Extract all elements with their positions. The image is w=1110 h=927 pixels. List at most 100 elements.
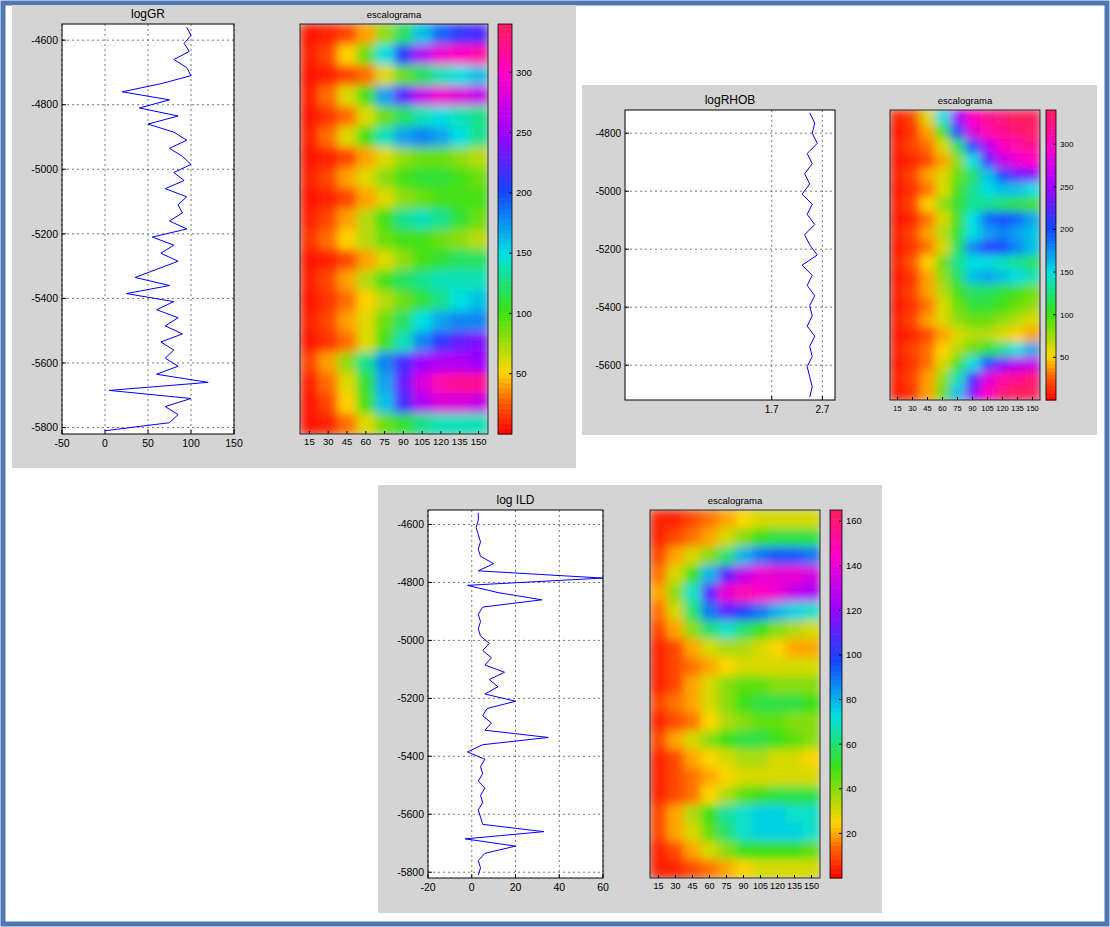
scalogram-cell bbox=[413, 168, 432, 189]
colorbar-swatch bbox=[498, 311, 512, 317]
colorbar-swatch bbox=[1046, 125, 1056, 129]
scalogram-cell bbox=[469, 229, 488, 250]
scalogram-cell bbox=[718, 860, 736, 878]
scalogram-cell bbox=[1025, 139, 1040, 154]
scalogram-cell bbox=[786, 749, 804, 768]
colorbar-swatch bbox=[498, 198, 512, 204]
scalogram-cell bbox=[980, 110, 996, 125]
colorbar-swatch bbox=[498, 244, 512, 250]
scalogram-cell bbox=[935, 168, 951, 183]
scalogram-cell bbox=[413, 106, 432, 127]
scalogram-cell bbox=[356, 24, 375, 45]
scalogram-cell bbox=[890, 139, 906, 154]
scalogram-cell bbox=[769, 510, 787, 529]
scalogram-cell bbox=[950, 357, 966, 372]
scalogram-cell bbox=[701, 786, 719, 805]
scalogram-cell bbox=[905, 299, 921, 314]
scalogram-cell bbox=[1025, 168, 1040, 183]
scalogram-cell bbox=[735, 584, 753, 603]
colorbar-swatch bbox=[498, 70, 512, 76]
colorbar-swatch bbox=[498, 209, 512, 215]
scalogram-cell bbox=[300, 393, 319, 414]
scalogram-cell bbox=[980, 226, 996, 241]
colorbar-swatch bbox=[498, 388, 512, 394]
scalogram-cell bbox=[450, 24, 469, 45]
scalogram-cell bbox=[920, 183, 936, 198]
scalogram-cell bbox=[965, 110, 981, 125]
scalogram-cell bbox=[667, 584, 685, 603]
scalogram-cell bbox=[718, 510, 736, 529]
scalogram-cell bbox=[905, 284, 921, 299]
scalogram-cell bbox=[935, 342, 951, 357]
colorbar-swatch bbox=[830, 565, 842, 570]
colorbar-swatch bbox=[830, 630, 842, 635]
scalogram-cell bbox=[413, 127, 432, 148]
tick-label: -5000 bbox=[595, 186, 621, 197]
grid-line bbox=[62, 362, 234, 363]
colorbar-swatch bbox=[830, 846, 842, 851]
colorbar-swatch bbox=[498, 270, 512, 276]
colorbar-swatch bbox=[1046, 248, 1056, 252]
scalogram-cell bbox=[803, 712, 820, 731]
colorbar-swatch bbox=[830, 643, 842, 648]
colorbar-label: 250 bbox=[516, 127, 532, 138]
scalogram-cell bbox=[450, 291, 469, 312]
scalogram-cell bbox=[300, 147, 319, 168]
colorbar-swatch bbox=[830, 850, 842, 855]
tick-label: -5600 bbox=[397, 808, 424, 820]
colorbar-swatch bbox=[498, 239, 512, 245]
tick-label: -4600 bbox=[31, 34, 58, 46]
scalogram-cell bbox=[338, 270, 357, 291]
tick-label: 1.7 bbox=[765, 404, 779, 415]
tick-label: 30 bbox=[323, 436, 334, 447]
colorbar-swatch bbox=[498, 419, 512, 425]
grid-line bbox=[428, 756, 603, 757]
scalogram-cell bbox=[394, 106, 413, 127]
colorbar-swatch bbox=[498, 403, 512, 409]
curve-group bbox=[465, 513, 603, 875]
scalogram-cell bbox=[701, 841, 719, 860]
grid-line bbox=[148, 24, 149, 434]
scalogram-cell bbox=[319, 86, 338, 107]
scalogram-cell bbox=[319, 311, 338, 332]
scalogram-cell bbox=[469, 352, 488, 373]
tick-mark bbox=[760, 875, 761, 878]
colorbar-label: 200 bbox=[1060, 225, 1074, 234]
colorbar-swatch bbox=[830, 768, 842, 773]
scalogram-cell bbox=[769, 786, 787, 805]
scalogram-cell bbox=[752, 786, 770, 805]
scalogram-cell bbox=[375, 250, 394, 271]
colorbar-swatch bbox=[830, 666, 842, 671]
scalogram-cell bbox=[375, 65, 394, 86]
colorbar-swatch bbox=[498, 378, 512, 384]
scalogram-cell bbox=[394, 65, 413, 86]
tick-label: 105 bbox=[414, 436, 430, 447]
colorbar-swatch bbox=[830, 519, 842, 524]
colorbar-swatch bbox=[498, 383, 512, 389]
colorbar-swatch bbox=[830, 841, 842, 846]
tick-mark bbox=[509, 132, 512, 133]
scalogram-cell bbox=[469, 65, 488, 86]
colorbar-swatch bbox=[830, 662, 842, 667]
colorbar-swatch bbox=[498, 34, 512, 40]
scalogram-cell bbox=[667, 639, 685, 658]
scalogram-cell bbox=[375, 45, 394, 66]
colorbar-swatch bbox=[1046, 179, 1056, 183]
tick-label: 135 bbox=[787, 881, 802, 891]
tick-mark bbox=[62, 169, 66, 170]
scalogram-cell bbox=[735, 565, 753, 584]
scalogram-cell bbox=[469, 373, 488, 394]
tick-label: 105 bbox=[981, 404, 994, 413]
scalogram-cell bbox=[995, 299, 1011, 314]
tick-mark bbox=[62, 40, 66, 41]
tick-label: -5600 bbox=[31, 357, 58, 369]
colorbar-swatch bbox=[498, 168, 512, 174]
colorbar-swatch bbox=[498, 347, 512, 353]
tick-mark bbox=[625, 133, 629, 134]
scalogram-cell bbox=[394, 229, 413, 250]
scalogram-cell bbox=[413, 270, 432, 291]
colorbar-swatch bbox=[830, 593, 842, 598]
tick-mark bbox=[1053, 186, 1056, 187]
scalogram-cell bbox=[650, 860, 668, 878]
tick-mark bbox=[309, 431, 310, 434]
